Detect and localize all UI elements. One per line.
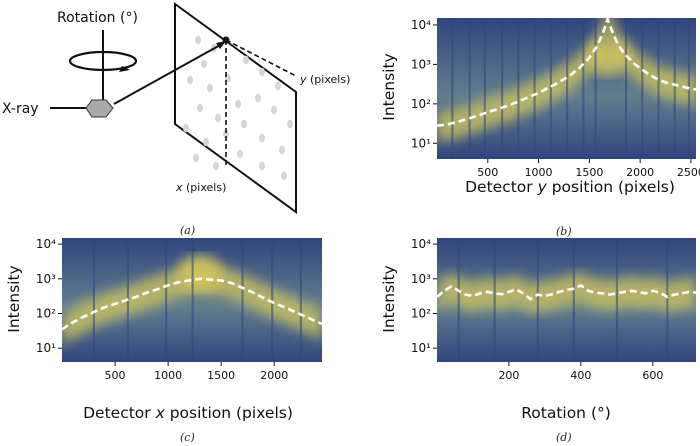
diffraction-spot: [183, 123, 189, 133]
diffraction-spot: [213, 161, 219, 171]
diffraction-spot: [203, 137, 209, 147]
y-tick-label: 10¹: [411, 341, 431, 355]
median-trend-line: [437, 283, 696, 301]
x-pixels-label: x (pixels): [175, 181, 226, 194]
y-projection-line: [225, 39, 297, 77]
x-tick-label: 1000: [525, 166, 553, 179]
chart-c: 500 1000 1500 2000 10¹ 10² 10³ 10⁴ Detector x po…: [5, 237, 322, 422]
diffraction-spots: [183, 35, 293, 181]
rotation-label: Rotation (°): [57, 10, 138, 26]
diffracted-beam-arrowhead-icon: [216, 41, 226, 49]
x-tick-label: 600: [642, 369, 663, 382]
x-axis-label: Detector y position (pixels): [465, 178, 675, 196]
x-tick-label: 2000: [260, 369, 288, 382]
diffraction-spot: [195, 35, 201, 45]
diffraction-spot: [207, 83, 213, 93]
x-tick-label: 400: [570, 369, 591, 382]
caption-d: (d): [556, 431, 572, 444]
diffraction-spot: [241, 119, 247, 129]
chart-b: 500 1000 1500 2000 2500 10¹ 10² 10³ 10⁴ Detector …: [380, 18, 700, 196]
diffracted-beam: [113, 43, 223, 105]
y-tick-label: 10³: [36, 272, 56, 286]
diffraction-spot: [223, 129, 229, 139]
diffraction-spot: [201, 59, 207, 69]
diffraction-spot: [281, 171, 287, 181]
diffraction-spot: [259, 67, 265, 77]
y-axis-label: Intensity: [5, 265, 23, 332]
diffraction-spot: [187, 75, 193, 85]
x-tick-label: 200: [498, 369, 519, 382]
diffraction-spot: [237, 149, 243, 159]
diffraction-spot: [275, 81, 281, 91]
y-axis-label: Intensity: [380, 265, 398, 332]
x-tick-label: 2500: [677, 166, 700, 179]
diffraction-spot: [271, 105, 277, 115]
diffraction-spot: [279, 145, 285, 155]
y-tick-label: 10²: [411, 306, 431, 320]
x-tick-label: 2000: [626, 166, 654, 179]
diffraction-spot: [197, 103, 203, 113]
diffraction-spot: [255, 93, 261, 103]
diffraction-spot: [259, 161, 265, 171]
diffraction-spot: [243, 55, 249, 65]
schematic-panel: Rotation (°) X-ray y (pixels) x (pixels)…: [2, 2, 350, 237]
x-tick-label: 500: [105, 369, 126, 382]
x-tick-label: 1000: [154, 369, 182, 382]
y-tick-label: 10¹: [36, 341, 56, 355]
y-pixels-label: y (pixels): [299, 73, 350, 86]
rotation-arrow-icon: [68, 50, 138, 72]
heatmap: [437, 18, 696, 159]
heatmap: [62, 238, 322, 362]
diffraction-spot: [259, 133, 265, 143]
crystal-icon: [85, 99, 114, 118]
heatmap: [437, 238, 696, 362]
diffraction-spot: [287, 119, 293, 129]
x-axis-label: Rotation (°): [521, 404, 611, 422]
y-tick-label: 10³: [411, 272, 431, 286]
y-tick-label: 10²: [36, 306, 56, 320]
caption-b: (b): [556, 225, 572, 238]
chart-d: 200 400 600 10¹ 10² 10³ 10⁴ Rotation (°) Intensi…: [380, 237, 696, 422]
rotation-arrowhead-icon: [119, 66, 130, 72]
y-tick-label: 10¹: [411, 136, 431, 150]
detector-plane: [174, 2, 297, 214]
xray-label: X-ray: [2, 101, 39, 117]
y-tick-label: 10⁴: [411, 18, 431, 32]
diffraction-spot: [215, 113, 221, 123]
y-tick-label: 10²: [411, 97, 431, 111]
caption-a: (a): [180, 224, 195, 237]
x-tick-label: 1500: [575, 166, 603, 179]
x-axis-label: Detector x position (pixels): [83, 404, 293, 422]
median-trend-line: [62, 277, 322, 331]
x-tick-label: 1500: [207, 369, 235, 382]
y-axis-label: Intensity: [380, 53, 398, 120]
median-trend-line: [437, 18, 696, 127]
y-tick-label: 10³: [411, 57, 431, 71]
diffraction-spot: [235, 99, 241, 109]
y-tick-label: 10⁴: [411, 237, 431, 251]
y-tick-label: 10⁴: [36, 237, 56, 251]
x-tick-label: 500: [477, 166, 498, 179]
diffraction-spot: [193, 153, 199, 163]
caption-c: (c): [180, 431, 195, 444]
